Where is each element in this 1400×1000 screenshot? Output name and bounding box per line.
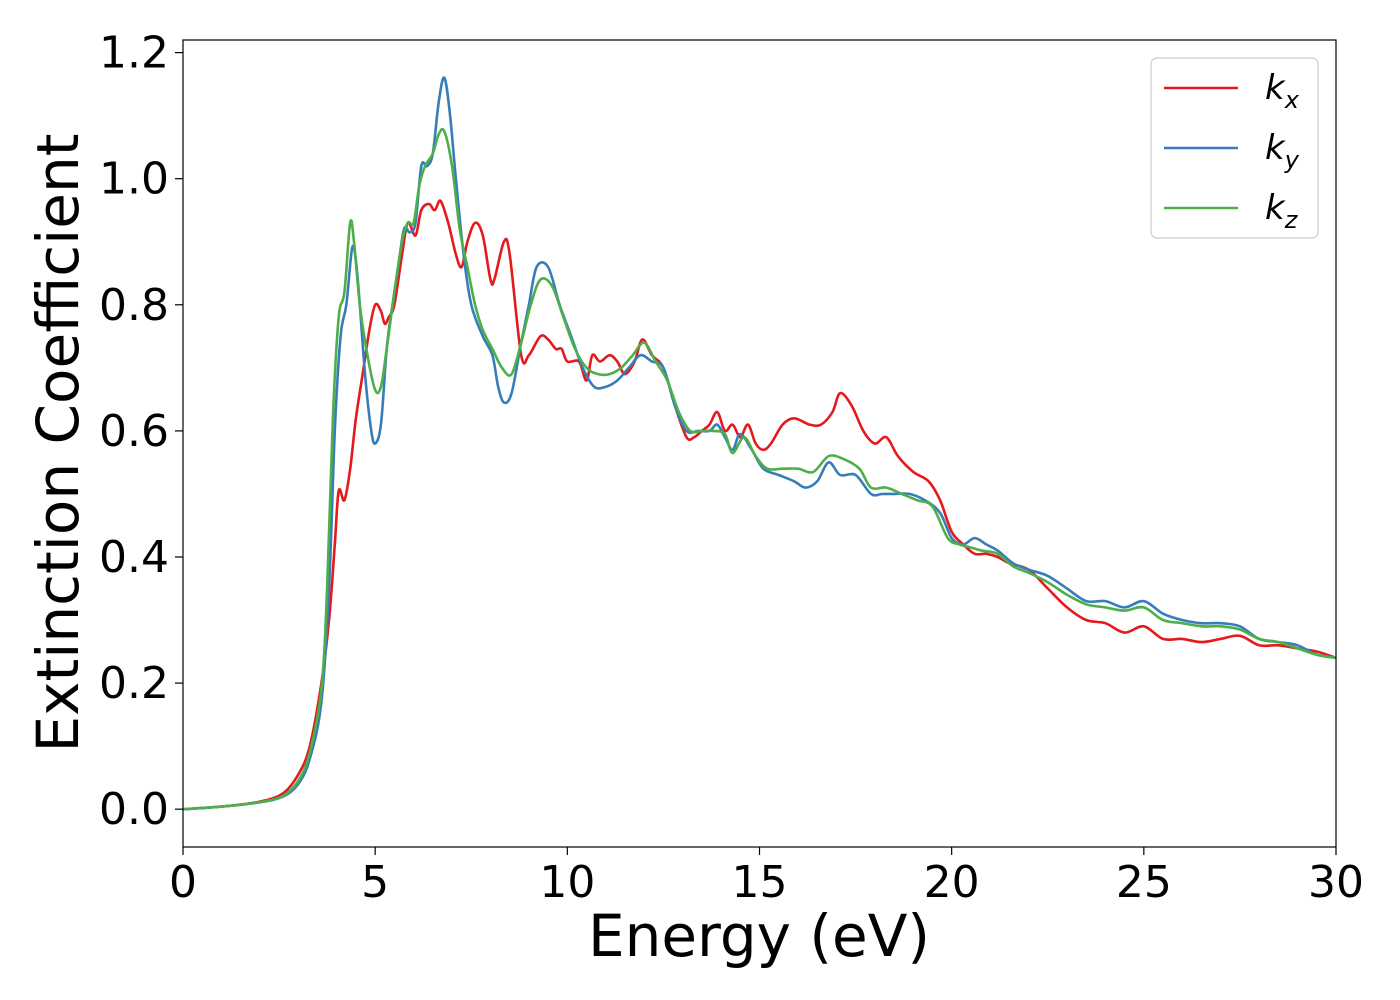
legend-label-base: k [1265, 188, 1286, 228]
series-layer [182, 76, 1337, 811]
y-tick-label: 1.2 [99, 28, 169, 79]
y-tick-label: 0.4 [99, 532, 169, 583]
legend-label-subscript: z [1284, 206, 1299, 234]
x-tick-label: 5 [361, 857, 389, 908]
y-tick-label: 0.6 [99, 406, 169, 457]
y-tick-label: 1.0 [99, 154, 169, 205]
legend-label-subscript: y [1284, 146, 1300, 174]
x-tick-label: 25 [1116, 857, 1172, 908]
y-tick-label: 0.8 [99, 280, 169, 331]
y-axis-title: Extinction Coefficient [24, 134, 92, 753]
x-axis-title: Energy (eV) [588, 902, 930, 970]
y-axis-ticks: 0.0 0.2 0.4 0.6 0.8 1.0 1.2 [99, 28, 183, 835]
x-tick-label: 0 [169, 857, 197, 908]
x-tick-label: 15 [732, 857, 788, 908]
legend-label-subscript: x [1284, 86, 1300, 114]
x-tick-label: 30 [1308, 857, 1364, 908]
legend-label-base: k [1265, 128, 1286, 168]
legend-label-ky: ky [1265, 128, 1300, 174]
legend-label-kz: kz [1265, 188, 1299, 234]
legend-label-kx: kx [1265, 68, 1300, 114]
x-tick-label: 20 [924, 857, 980, 908]
x-tick-label: 10 [539, 857, 595, 908]
legend-label-base: k [1265, 68, 1286, 108]
x-axis-ticks: 0 5 10 15 20 25 30 [169, 847, 1364, 908]
series-line-ky [182, 76, 1337, 811]
y-tick-label: 0.2 [99, 658, 169, 709]
series-line-kx [182, 199, 1337, 811]
series-line-kz [182, 127, 1337, 811]
y-tick-label: 0.0 [99, 784, 169, 835]
